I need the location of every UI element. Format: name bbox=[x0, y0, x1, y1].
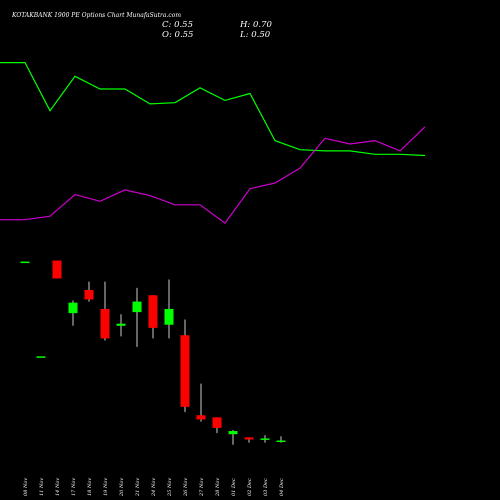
x-tick-label: 08 Nov bbox=[23, 478, 29, 496]
x-tick-label: 18 Nov bbox=[87, 478, 93, 496]
candle-body bbox=[36, 356, 46, 358]
magenta-indicator-line bbox=[0, 126, 426, 224]
candle-19-nov bbox=[100, 281, 110, 341]
candle-body bbox=[132, 301, 142, 313]
candle-17-nov bbox=[68, 300, 78, 326]
candle-26-nov bbox=[180, 319, 190, 413]
x-tick-label: 02 Dec bbox=[247, 478, 253, 496]
candle-01-dec bbox=[228, 430, 238, 445]
candle-02-dec bbox=[244, 437, 254, 443]
x-tick-label: 27 Nov bbox=[199, 478, 205, 497]
candle-24-nov bbox=[148, 295, 158, 339]
x-tick-label: 17 Nov bbox=[71, 478, 77, 496]
candle-body bbox=[180, 335, 190, 407]
candle-body bbox=[20, 261, 30, 264]
candle-14-nov bbox=[52, 260, 62, 279]
chart-title: KOTAKBANK 1900 PE Options Chart MunafaSu… bbox=[11, 12, 181, 19]
candle-04-dec bbox=[276, 436, 286, 443]
candle-body bbox=[228, 431, 238, 435]
candle-body bbox=[84, 290, 94, 300]
candle-body bbox=[276, 440, 286, 443]
x-tick-label: 19 Nov bbox=[103, 478, 109, 496]
candle-body bbox=[164, 308, 174, 325]
x-tick-label: 24 Nov bbox=[151, 478, 157, 497]
candle-body bbox=[196, 415, 206, 420]
x-tick-label: 04 Dec bbox=[279, 478, 285, 496]
candle-body bbox=[52, 260, 62, 279]
close-value: C: 0.55 bbox=[162, 20, 193, 30]
candle-03-dec bbox=[260, 435, 270, 443]
high-value: H: 0.70 bbox=[239, 20, 272, 30]
x-tick-label: 28 Nov bbox=[215, 478, 221, 497]
green-indicator-line bbox=[0, 61, 426, 157]
candle-27-nov bbox=[196, 383, 206, 422]
x-tick-label: 03 Dec bbox=[263, 478, 269, 496]
x-tick-label: 01 Dec bbox=[231, 478, 237, 496]
candle-25-nov bbox=[164, 279, 174, 339]
low-value: L: 0.50 bbox=[239, 30, 271, 40]
candle-body bbox=[212, 417, 222, 428]
candle-body bbox=[68, 302, 78, 314]
x-tick-label: 25 Nov bbox=[167, 478, 173, 497]
x-axis-labels: 08 Nov 11 Nov 14 Nov 17 Nov 18 Nov 19 Nov 20 N… bbox=[23, 478, 285, 497]
candle-body bbox=[260, 438, 270, 440]
x-tick-label: 14 Nov bbox=[55, 478, 61, 496]
candle-20-nov bbox=[116, 314, 126, 337]
indicator-lines bbox=[0, 61, 426, 224]
candles bbox=[20, 260, 286, 445]
x-tick-label: 21 Nov bbox=[135, 478, 141, 497]
candle-body bbox=[116, 323, 126, 326]
x-tick-label: 20 Nov bbox=[119, 478, 125, 497]
candle-body bbox=[148, 295, 158, 328]
candle-body bbox=[244, 437, 254, 440]
open-value: O: 0.55 bbox=[162, 30, 193, 40]
x-tick-label: 11 Nov bbox=[39, 478, 45, 496]
candle-08-nov bbox=[20, 261, 30, 264]
candle-11-nov bbox=[36, 356, 46, 358]
candle-21-nov bbox=[132, 287, 142, 347]
x-tick-label: 26 Nov bbox=[183, 478, 189, 497]
candle-28-nov bbox=[212, 417, 222, 434]
candle-18-nov bbox=[84, 281, 94, 302]
candle-body bbox=[100, 308, 110, 339]
